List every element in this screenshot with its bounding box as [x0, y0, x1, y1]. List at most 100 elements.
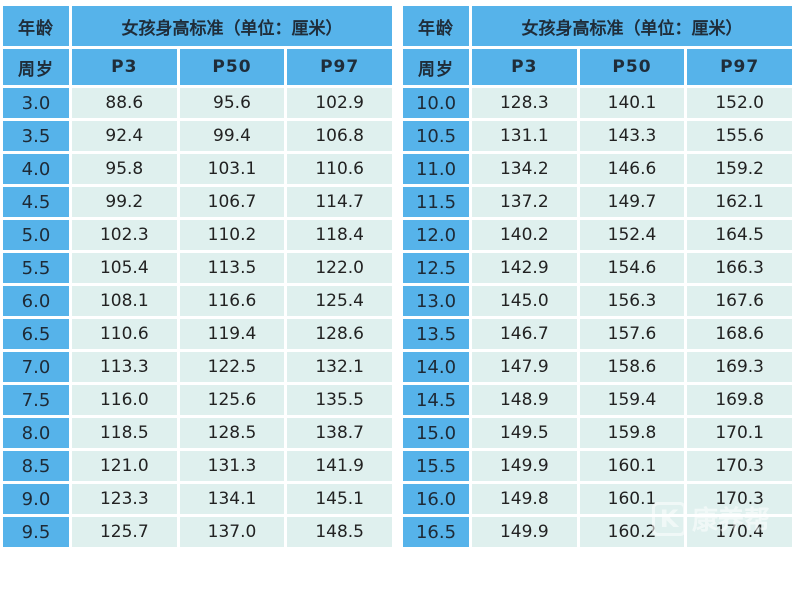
subheader-row: 周岁 P3 P50 P97 [403, 49, 792, 85]
p50-cell: 154.6 [579, 253, 685, 283]
p3-header: P3 [72, 49, 177, 85]
p50-cell: 103.1 [179, 154, 285, 184]
p3-cell: 128.3 [472, 88, 577, 118]
p3-cell: 145.0 [472, 286, 577, 316]
table-row: 15.5 149.9 160.1 170.3 [403, 451, 792, 481]
subheader-row: 周岁 P3 P50 P97 [3, 49, 392, 85]
p50-cell: 125.6 [179, 385, 285, 415]
p97-cell: 162.1 [687, 187, 792, 217]
table-row: 13.5 146.7 157.6 168.6 [403, 319, 792, 349]
p50-cell: 134.1 [179, 484, 285, 514]
p3-cell: 134.2 [472, 154, 577, 184]
p3-cell: 137.2 [472, 187, 577, 217]
p3-cell: 140.2 [472, 220, 577, 250]
p3-cell: 102.3 [72, 220, 177, 250]
age-cell: 13.5 [403, 319, 469, 349]
p97-cell: 145.1 [287, 484, 392, 514]
age-cell: 5.5 [3, 253, 69, 283]
age-cell: 16.5 [403, 517, 469, 547]
p97-cell: 114.7 [287, 187, 392, 217]
height-table-left: 年龄 女孩身高标准（单位：厘米） 周岁 P3 P50 P97 3.0 88.6 95… [0, 3, 395, 550]
p3-cell: 121.0 [72, 451, 177, 481]
p50-cell: 158.6 [579, 352, 685, 382]
age-cell: 6.5 [3, 319, 69, 349]
age-cell: 14.5 [403, 385, 469, 415]
age-cell: 12.0 [403, 220, 469, 250]
p3-cell: 88.6 [72, 88, 177, 118]
p97-cell: 170.1 [687, 418, 792, 448]
p3-cell: 110.6 [72, 319, 177, 349]
p3-cell: 116.0 [72, 385, 177, 415]
age-header: 年龄 [3, 6, 69, 46]
p97-cell: 106.8 [287, 121, 392, 151]
p97-cell: 170.4 [687, 517, 792, 547]
table-row: 7.0 113.3 122.5 132.1 [3, 352, 392, 382]
p3-cell: 118.5 [72, 418, 177, 448]
p50-cell: 152.4 [579, 220, 685, 250]
table-row: 5.0 102.3 110.2 118.4 [3, 220, 392, 250]
age-cell: 14.0 [403, 352, 469, 382]
age-cell: 11.5 [403, 187, 469, 217]
p50-cell: 95.6 [179, 88, 285, 118]
table-row: 3.0 88.6 95.6 102.9 [3, 88, 392, 118]
age-cell: 9.5 [3, 517, 69, 547]
table-body: 10.0 128.3 140.1 152.0 10.5 131.1 143.3 155.6 11… [403, 88, 792, 547]
p97-cell: 170.3 [687, 451, 792, 481]
watermark-text: 康养帮 [692, 506, 771, 536]
age-header: 年龄 [403, 6, 469, 46]
p50-cell: 160.2 [579, 517, 685, 547]
table-row: 4.0 95.8 103.1 110.6 [3, 154, 392, 184]
p97-cell: 135.5 [287, 385, 392, 415]
age-cell: 15.5 [403, 451, 469, 481]
p50-header: P50 [579, 49, 685, 85]
watermark-logo-icon: K [652, 501, 686, 536]
table-row: 14.0 147.9 158.6 169.3 [403, 352, 792, 382]
age-cell: 3.5 [3, 121, 69, 151]
age-cell: 8.5 [3, 451, 69, 481]
p97-cell: 132.1 [287, 352, 392, 382]
p50-cell: 122.5 [179, 352, 285, 382]
age-cell: 7.0 [3, 352, 69, 382]
age-cell: 3.0 [3, 88, 69, 118]
table-row: 9.5 125.7 137.0 148.5 [3, 517, 392, 547]
p97-cell: 128.6 [287, 319, 392, 349]
p97-cell: 118.4 [287, 220, 392, 250]
p50-cell: 149.7 [579, 187, 685, 217]
watermark: K 康养帮 [652, 500, 770, 537]
age-cell: 10.0 [403, 88, 469, 118]
p50-cell: 113.5 [179, 253, 285, 283]
header-row: 年龄 女孩身高标准（单位：厘米） [3, 6, 392, 46]
p3-cell: 149.9 [472, 517, 577, 547]
age-unit-header: 周岁 [3, 49, 69, 85]
age-cell: 7.5 [3, 385, 69, 415]
p97-cell: 170.3 [687, 484, 792, 514]
p3-cell: 147.9 [472, 352, 577, 382]
p3-cell: 149.8 [472, 484, 577, 514]
table-row: 8.5 121.0 131.3 141.9 [3, 451, 392, 481]
p50-cell: 159.4 [579, 385, 685, 415]
age-cell: 6.0 [3, 286, 69, 316]
age-cell: 4.0 [3, 154, 69, 184]
p97-cell: 159.2 [687, 154, 792, 184]
p50-cell: 119.4 [179, 319, 285, 349]
age-cell: 9.0 [3, 484, 69, 514]
table-title: 女孩身高标准（单位：厘米） [472, 6, 792, 46]
p3-cell: 148.9 [472, 385, 577, 415]
p97-cell: 141.9 [287, 451, 392, 481]
table-row: 12.0 140.2 152.4 164.5 [403, 220, 792, 250]
p3-cell: 149.9 [472, 451, 577, 481]
p97-cell: 169.3 [687, 352, 792, 382]
p50-cell: 156.3 [579, 286, 685, 316]
p3-cell: 113.3 [72, 352, 177, 382]
p50-cell: 143.3 [579, 121, 685, 151]
p97-cell: 166.3 [687, 253, 792, 283]
p97-cell: 168.6 [687, 319, 792, 349]
p50-cell: 106.7 [179, 187, 285, 217]
p97-cell: 102.9 [287, 88, 392, 118]
p50-cell: 159.8 [579, 418, 685, 448]
table-row: 15.0 149.5 159.8 170.1 [403, 418, 792, 448]
age-unit-header: 周岁 [403, 49, 469, 85]
table-row: 8.0 118.5 128.5 138.7 [3, 418, 392, 448]
p3-cell: 99.2 [72, 187, 177, 217]
table-body: 3.0 88.6 95.6 102.9 3.5 92.4 99.4 106.8 4.0 95.8 1… [3, 88, 392, 547]
